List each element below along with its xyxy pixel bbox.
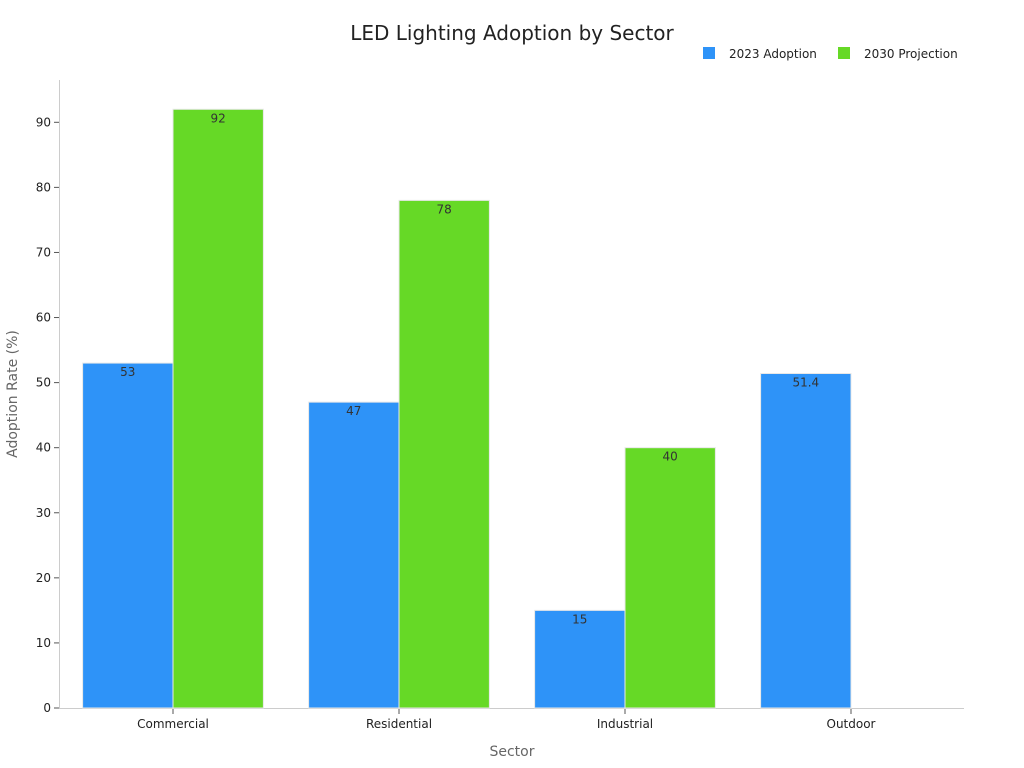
bar-2030-projection-residential [398,199,490,709]
bar-2023-adoption-residential [308,401,400,709]
y-axis: 0 10 20 30 40 50 60 70 80 90 [36,115,59,715]
bar-2023-adoption-outdoor [760,373,852,709]
y-tick-label: 40 [36,441,51,455]
x-tick-label-outdoor: Outdoor [827,717,876,731]
y-tick-label: 20 [36,571,51,585]
data-label-2023-adoption-commercial: 53 [120,365,135,379]
data-label-2023-adoption-residential: 47 [346,404,361,418]
y-tick-label: 90 [36,115,51,129]
y-tick-label: 60 [36,311,51,325]
y-tick-label: 30 [36,506,51,520]
y-tick-label: 50 [36,376,51,390]
bar-2023-adoption-commercial [82,362,174,709]
y-tick-label: 0 [43,701,51,715]
data-label-2023-adoption-industrial: 15 [572,612,587,626]
bar-2030-projection-commercial [172,108,264,709]
x-tick-label-commercial: Commercial [137,717,209,731]
bars [82,108,852,709]
data-labels: 53 47 15 51.4 92 78 40 [120,111,819,626]
x-axis-title: Sector [489,744,534,760]
legend: 2023 Adoption 2030 Projection [703,47,958,61]
data-label-2030-projection-commercial: 92 [211,111,226,125]
y-tick-label: 10 [36,636,51,650]
bar-2023-adoption-industrial [534,609,626,709]
data-label-2030-projection-industrial: 40 [663,450,678,464]
bar-2030-projection-industrial [624,447,716,709]
x-tick-label-residential: Residential [366,717,432,731]
data-label-2030-projection-residential: 78 [437,202,452,216]
data-label-2023-adoption-outdoor: 51.4 [792,376,819,390]
chart-title: LED Lighting Adoption by Sector [350,21,674,45]
y-tick-label: 80 [36,180,51,194]
x-axis: Commercial Residential Industrial Outdoor [137,709,876,731]
legend-swatch-2023-adoption [703,47,715,59]
legend-label-2030-projection: 2030 Projection [864,47,958,61]
y-axis-title: Adoption Rate (%) [5,330,21,458]
legend-swatch-2030-projection [838,47,850,59]
legend-label-2023-adoption: 2023 Adoption [729,47,817,61]
x-tick-label-industrial: Industrial [597,717,653,731]
y-tick-label: 70 [36,245,51,259]
